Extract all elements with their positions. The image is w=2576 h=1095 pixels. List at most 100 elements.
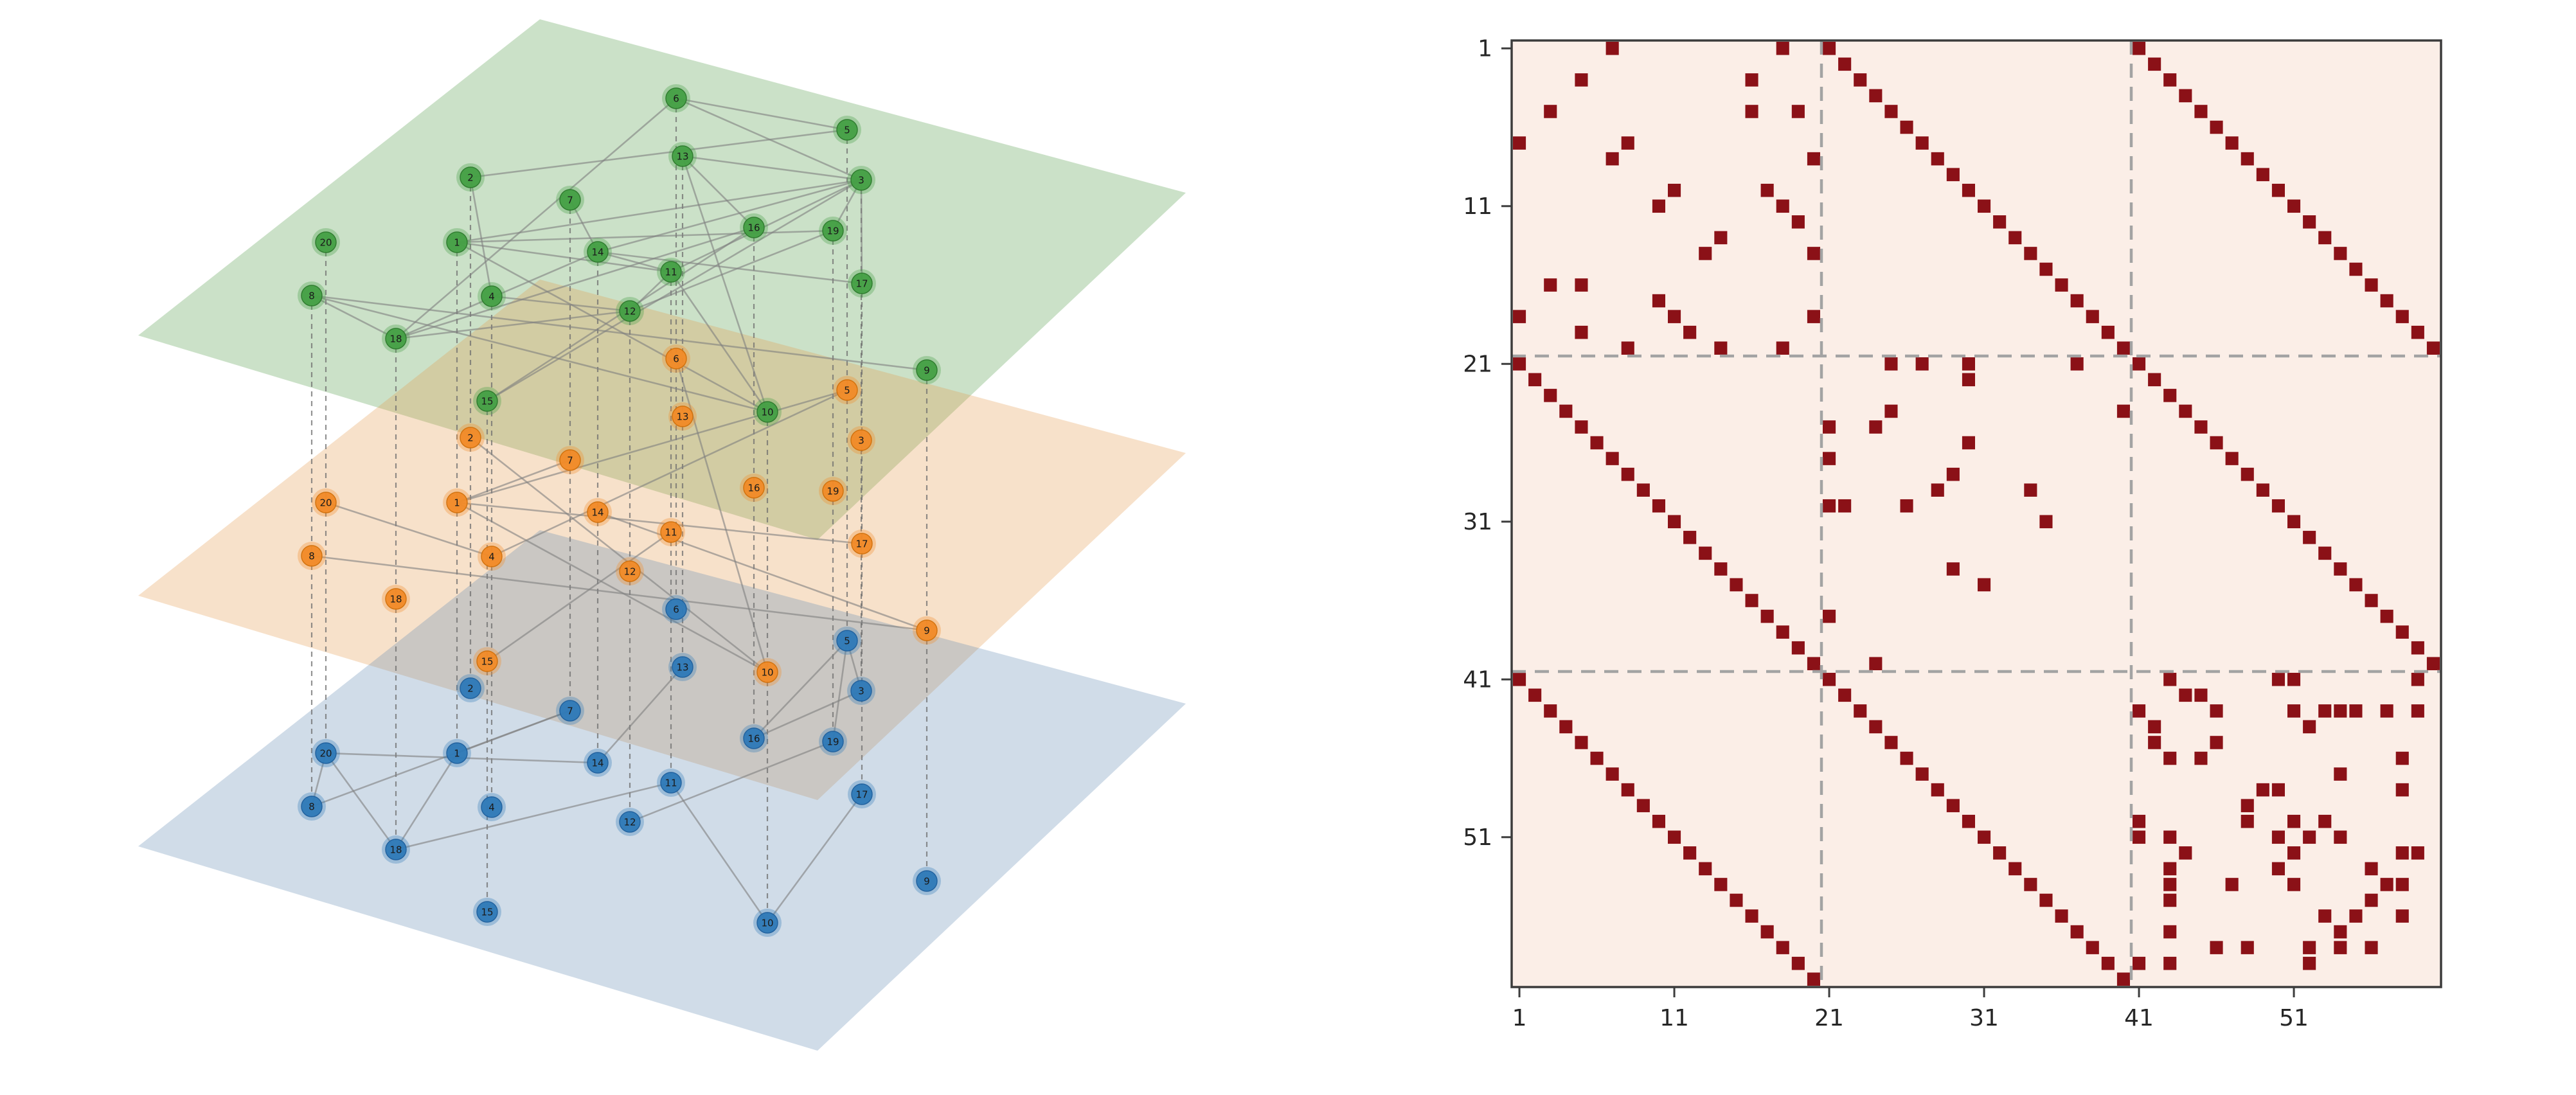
matrix-cell-r4-c24 xyxy=(1869,89,1883,103)
node-layer-2-middle-11 xyxy=(660,521,682,543)
matrix-cell-r44-c24 xyxy=(1869,720,1883,734)
node-label-layer-2-middle-7: 7 xyxy=(567,455,573,467)
matrix-cell-r56-c53 xyxy=(2318,909,2332,923)
node-label-layer-1-bottom-7: 7 xyxy=(567,706,573,717)
node-label-layer-2-middle-9: 9 xyxy=(924,625,930,637)
matrix-cell-r17-c37 xyxy=(2070,294,2084,308)
matrix-cell-r7-c47 xyxy=(2225,136,2239,150)
matrix-cell-r57-c17 xyxy=(1760,925,1774,939)
matrix-cell-r16-c56 xyxy=(2365,278,2378,292)
matrix-cell-r46-c6 xyxy=(1590,751,1604,765)
edge-layer-3-top-11-14 xyxy=(597,251,672,273)
node-label-layer-2-middle-13: 13 xyxy=(676,411,688,423)
node-label-layer-3-top-8: 8 xyxy=(309,290,315,302)
matrix-cell-r28-c29 xyxy=(1946,467,1960,481)
matrix-cell-r41-c51 xyxy=(2287,673,2301,686)
node-layer-1-bottom-19 xyxy=(822,731,844,752)
matrix-cell-r49-c29 xyxy=(1946,799,1960,812)
matrix-cell-r47-c27 xyxy=(1915,767,1929,781)
matrix-cell-r24-c40 xyxy=(2116,404,2130,418)
matrix-cell-r22-c42 xyxy=(2148,373,2161,387)
matrix-cell-r39-c19 xyxy=(1791,641,1805,655)
matrix-cell-r1-c21 xyxy=(1823,42,1836,55)
matrix-cell-r47-c54 xyxy=(2334,767,2347,781)
matrix-cell-r34-c14 xyxy=(1714,562,1728,576)
matrix-cell-r57-c37 xyxy=(2070,925,2084,939)
matrix-cell-r25-c21 xyxy=(1823,420,1836,434)
y-tick-label-41: 41 xyxy=(1463,666,1492,693)
matrix-cell-r43-c3 xyxy=(1544,704,1557,718)
node-layer-3-top-2 xyxy=(460,166,481,188)
matrix-cell-r12-c19 xyxy=(1791,215,1805,229)
matrix-cell-r54-c51 xyxy=(2287,878,2301,891)
node-label-layer-2-middle-5: 5 xyxy=(844,385,850,396)
x-tick-label-1: 1 xyxy=(1512,1005,1527,1031)
matrix-cell-r41-c43 xyxy=(2163,673,2177,686)
matrix-cell-r52-c51 xyxy=(2287,846,2301,860)
node-layer-1-bottom-15 xyxy=(476,901,498,923)
node-layer-2-middle-3 xyxy=(850,429,872,451)
matrix-cell-r7-c8 xyxy=(1621,136,1634,150)
node-label-layer-1-bottom-10: 10 xyxy=(761,918,773,929)
node-layer-3-top-19 xyxy=(822,220,844,242)
matrix-cell-r43-c57 xyxy=(2380,704,2393,718)
matrix-cell-r38-c18 xyxy=(1776,625,1789,639)
matrix-cell-r41-c59 xyxy=(2411,673,2424,686)
node-layer-2-middle-17 xyxy=(851,533,873,555)
node-label-layer-2-middle-1: 1 xyxy=(454,497,460,509)
matrix-cell-r46-c26 xyxy=(1900,751,1913,765)
matrix-cell-r18-c38 xyxy=(2086,310,2099,323)
matrix-cell-r40-c24 xyxy=(1869,657,1883,670)
matrix-cell-r54-c43 xyxy=(2163,878,2177,891)
edge-layer-3-top-8-18 xyxy=(311,294,397,340)
edge-layer-3-top-10-11 xyxy=(670,271,769,413)
node-label-layer-3-top-13: 13 xyxy=(676,151,688,163)
matrix-cell-r1-c7 xyxy=(1606,42,1619,55)
matrix-cell-r48-c58 xyxy=(2395,783,2409,797)
matrix-cell-r54-c14 xyxy=(1714,878,1728,891)
node-label-layer-2-middle-14: 14 xyxy=(591,507,604,519)
edge-layer-2-middle-8-9 xyxy=(311,555,927,632)
matrix-cell-r19-c5 xyxy=(1575,325,1588,339)
matrix-cell-r52-c12 xyxy=(1683,846,1697,860)
matrix-cell-r37-c57 xyxy=(2380,609,2393,623)
edge-layer-3-top-3-17 xyxy=(860,179,863,284)
node-label-layer-2-middle-8: 8 xyxy=(309,551,315,562)
matrix-cell-r50-c48 xyxy=(2241,814,2254,828)
node-label-layer-2-middle-11: 11 xyxy=(665,527,677,539)
node-layer-2-middle-9 xyxy=(916,619,938,641)
node-label-layer-2-middle-20: 20 xyxy=(319,497,332,509)
node-label-layer-3-top-9: 9 xyxy=(924,365,930,377)
node-layer-2-middle-7 xyxy=(559,449,581,471)
node-layer-3-top-10 xyxy=(756,401,778,423)
matrix-cell-r3-c16 xyxy=(1745,73,1758,87)
edge-layer-1-bottom-7-8 xyxy=(311,709,571,808)
matrix-cell-r34-c29 xyxy=(1946,562,1960,576)
node-layer-3-top-16 xyxy=(743,217,765,238)
matrix-cell-r13-c33 xyxy=(2008,231,2022,245)
matrix-cell-r40-c20 xyxy=(1807,657,1820,670)
edge-layer-3-top-3-13 xyxy=(682,155,862,181)
matrix-cell-r48-c28 xyxy=(1931,783,1944,797)
matrix-cell-r29-c49 xyxy=(2256,483,2269,497)
matrix-cell-r43-c59 xyxy=(2411,704,2424,718)
matrix-cell-r35-c31 xyxy=(1978,578,1991,592)
node-label-layer-1-bottom-5: 5 xyxy=(844,636,850,647)
node-layer-1-bottom-11 xyxy=(660,772,682,794)
node-layer-1-bottom-7 xyxy=(559,700,581,722)
node-label-layer-3-top-15: 15 xyxy=(481,396,493,407)
matrix-cell-r46-c58 xyxy=(2395,751,2409,765)
node-layer-2-middle-19 xyxy=(822,480,844,502)
matrix-cell-r53-c56 xyxy=(2365,862,2378,876)
node-layer-1-bottom-2 xyxy=(460,677,481,699)
matrix-cell-r12-c52 xyxy=(2303,215,2316,229)
node-layer-2-middle-8 xyxy=(301,545,323,567)
matrix-cell-r1-c41 xyxy=(2133,42,2146,55)
node-label-layer-3-top-5: 5 xyxy=(844,125,850,136)
matrix-cell-r25-c45 xyxy=(2194,420,2208,434)
matrix-cell-r2-c22 xyxy=(1838,57,1852,71)
node-layer-3-top-1 xyxy=(446,231,468,253)
matrix-cell-r26-c46 xyxy=(2210,436,2223,450)
